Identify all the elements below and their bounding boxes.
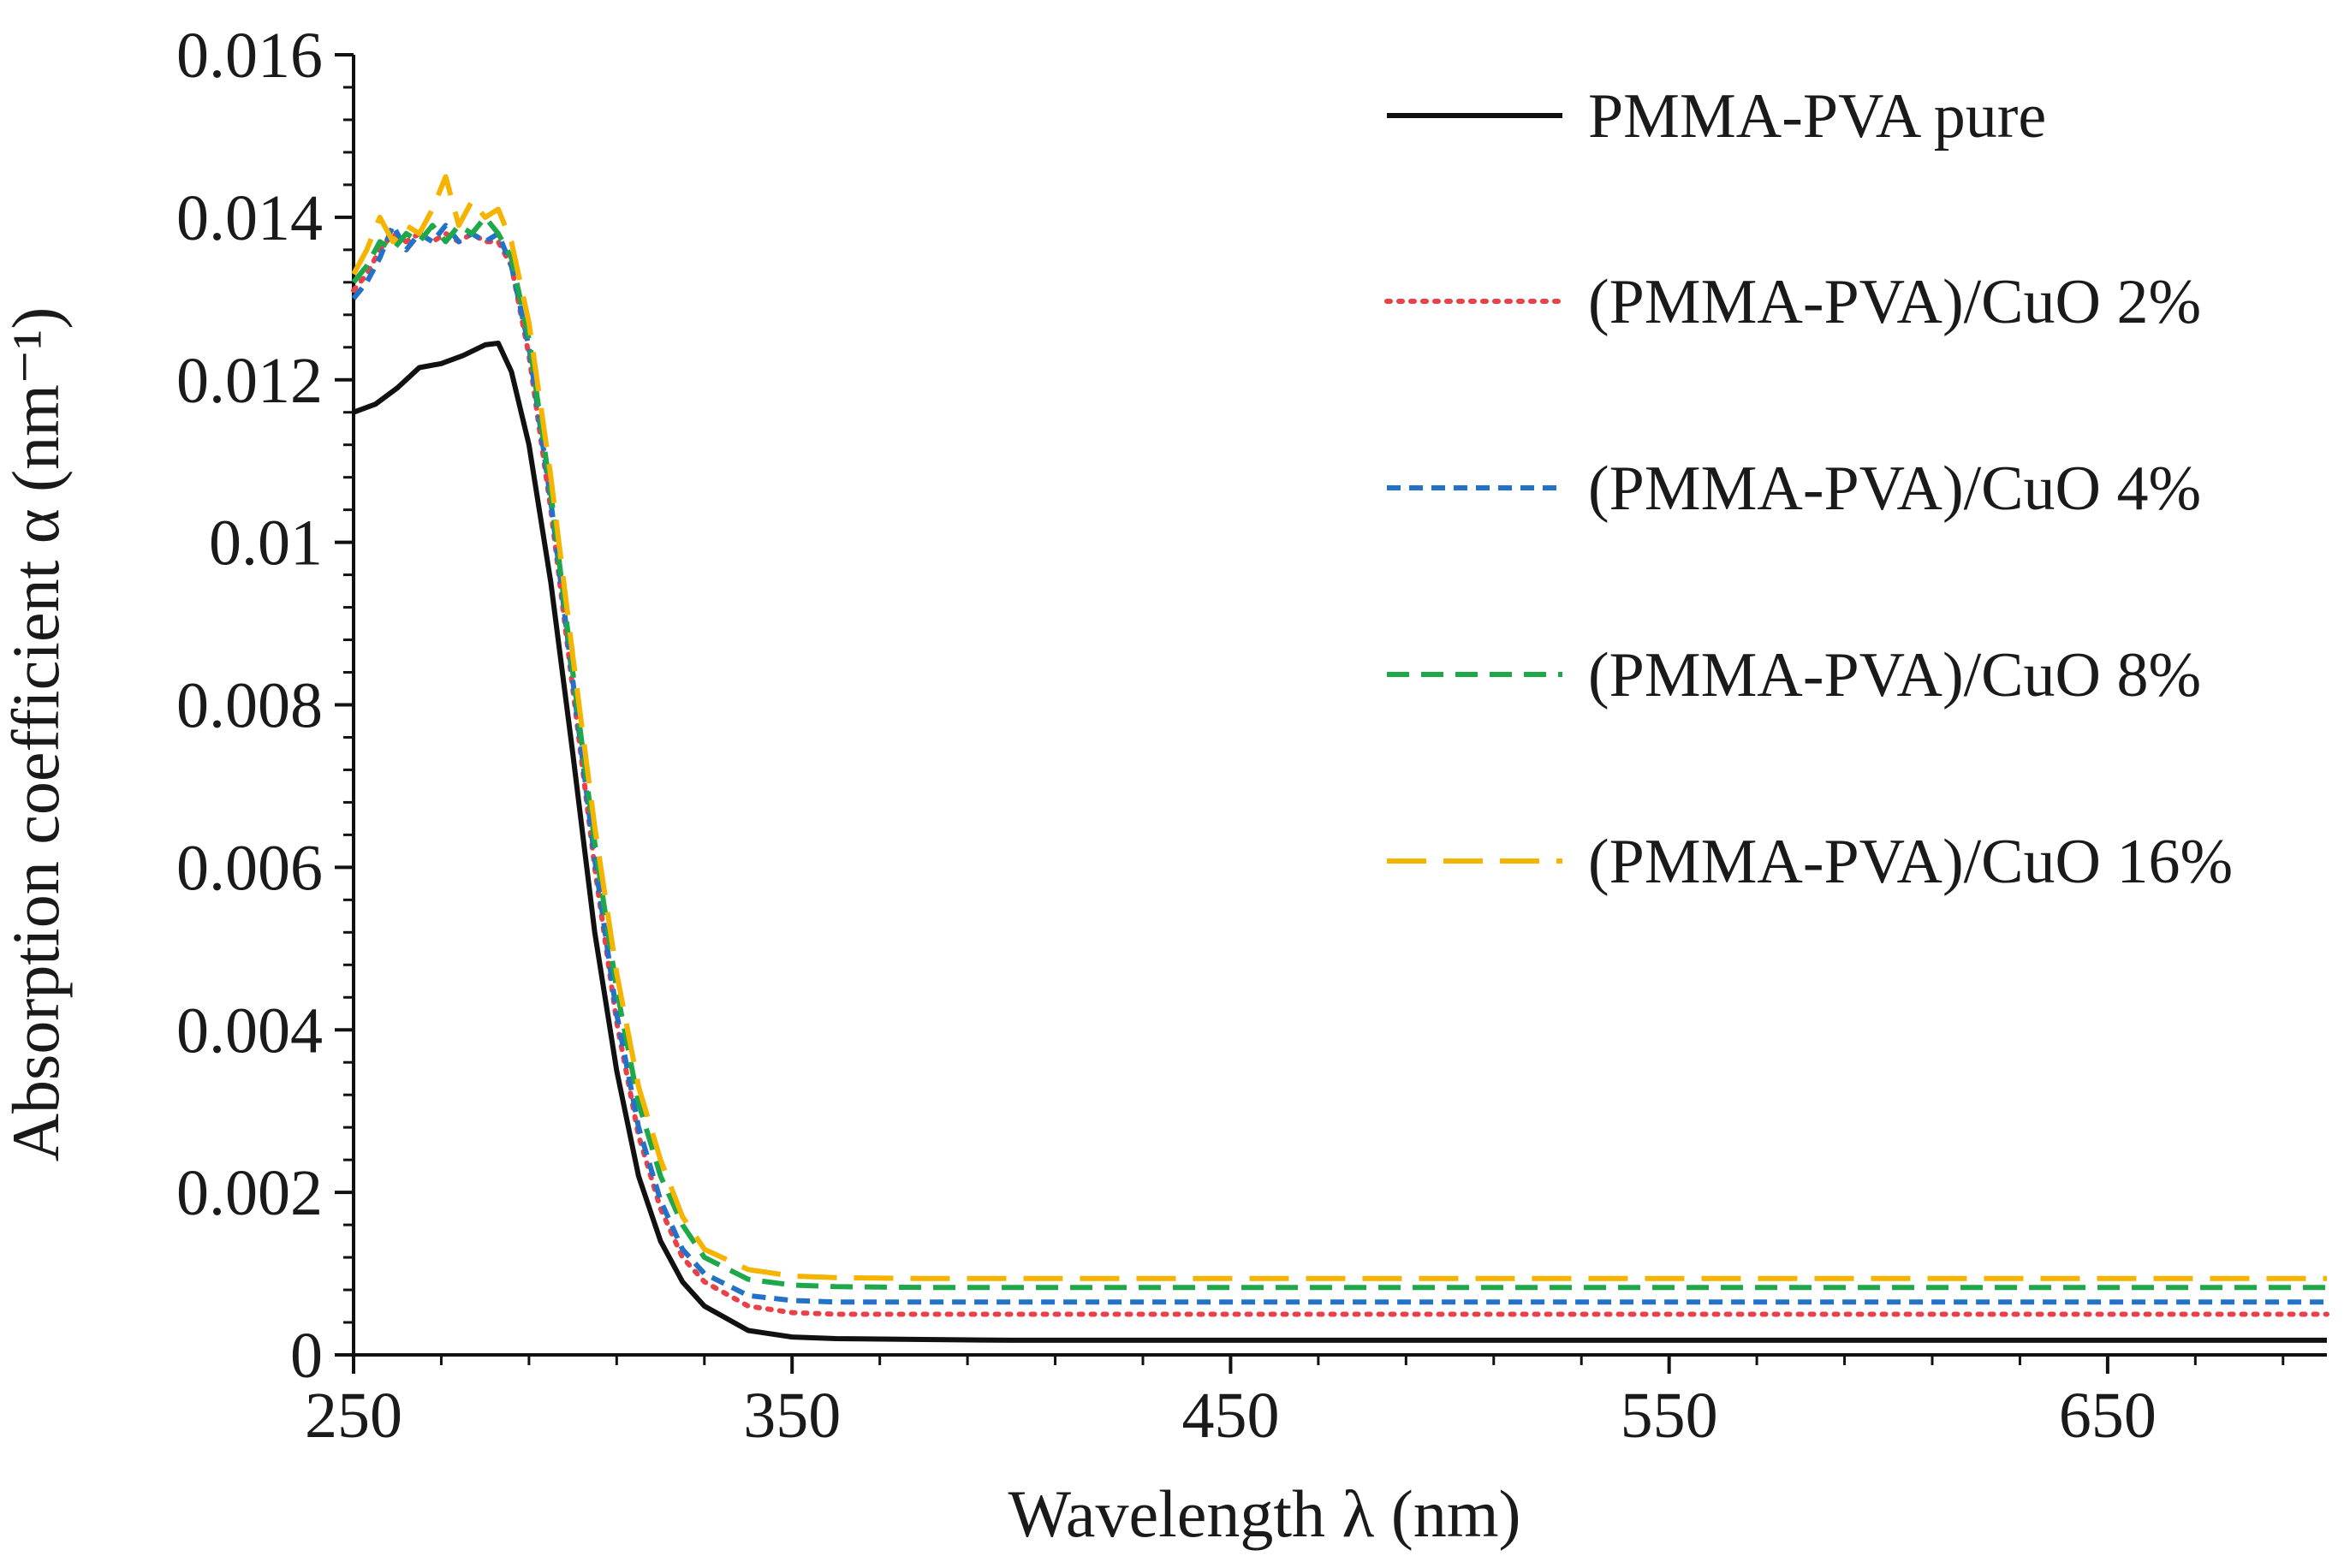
x-axis-title: Wavelength λ (nm) (1008, 1476, 1520, 1551)
y-axis-title: Absorption coefficient α (nm⁻¹) (0, 307, 73, 1162)
legend-label-0: PMMA-PVA pure (1588, 81, 2046, 151)
y-tick-label: 0.012 (176, 345, 323, 417)
y-tick-label: 0.006 (176, 832, 323, 904)
y-tick-label: 0.002 (176, 1157, 323, 1229)
y-tick-label: 0.01 (209, 508, 323, 579)
legend-label-4: (PMMA-PVA)/CuO 16% (1588, 827, 2233, 897)
series-line-4 (351, 174, 2327, 1281)
ticks-layer: 0 0.002 0.004 0.006 0.008 0.01 0.012 0.014 0.016… (176, 20, 2285, 1452)
x-tick-label: 450 (1181, 1380, 1279, 1452)
y-tick-label: 0.016 (176, 20, 323, 92)
x-tick-label: 250 (305, 1380, 402, 1452)
y-tick-label: 0.008 (176, 670, 323, 742)
y-tick-label: 0 (290, 1320, 323, 1392)
x-tick-label: 350 (743, 1380, 841, 1452)
x-tick-label: 550 (1621, 1380, 1718, 1452)
legend-label-1: (PMMA-PVA)/CuO 2% (1588, 267, 2201, 337)
legend-label-2: (PMMA-PVA)/CuO 4% (1588, 454, 2201, 524)
legend: PMMA-PVA pure (PMMA-PVA)/CuO 2% (PMMA-PVA)… (1384, 81, 2233, 897)
legend-label-3: (PMMA-PVA)/CuO 8% (1588, 640, 2201, 710)
series-line-1 (351, 230, 2329, 1317)
series-layer (351, 174, 2329, 1343)
series-line-3 (351, 214, 2327, 1291)
y-tick-label: 0.014 (176, 182, 323, 254)
x-tick-label: 650 (2059, 1380, 2157, 1452)
y-tick-label: 0.004 (176, 995, 323, 1066)
series-line-0 (352, 341, 2327, 1343)
